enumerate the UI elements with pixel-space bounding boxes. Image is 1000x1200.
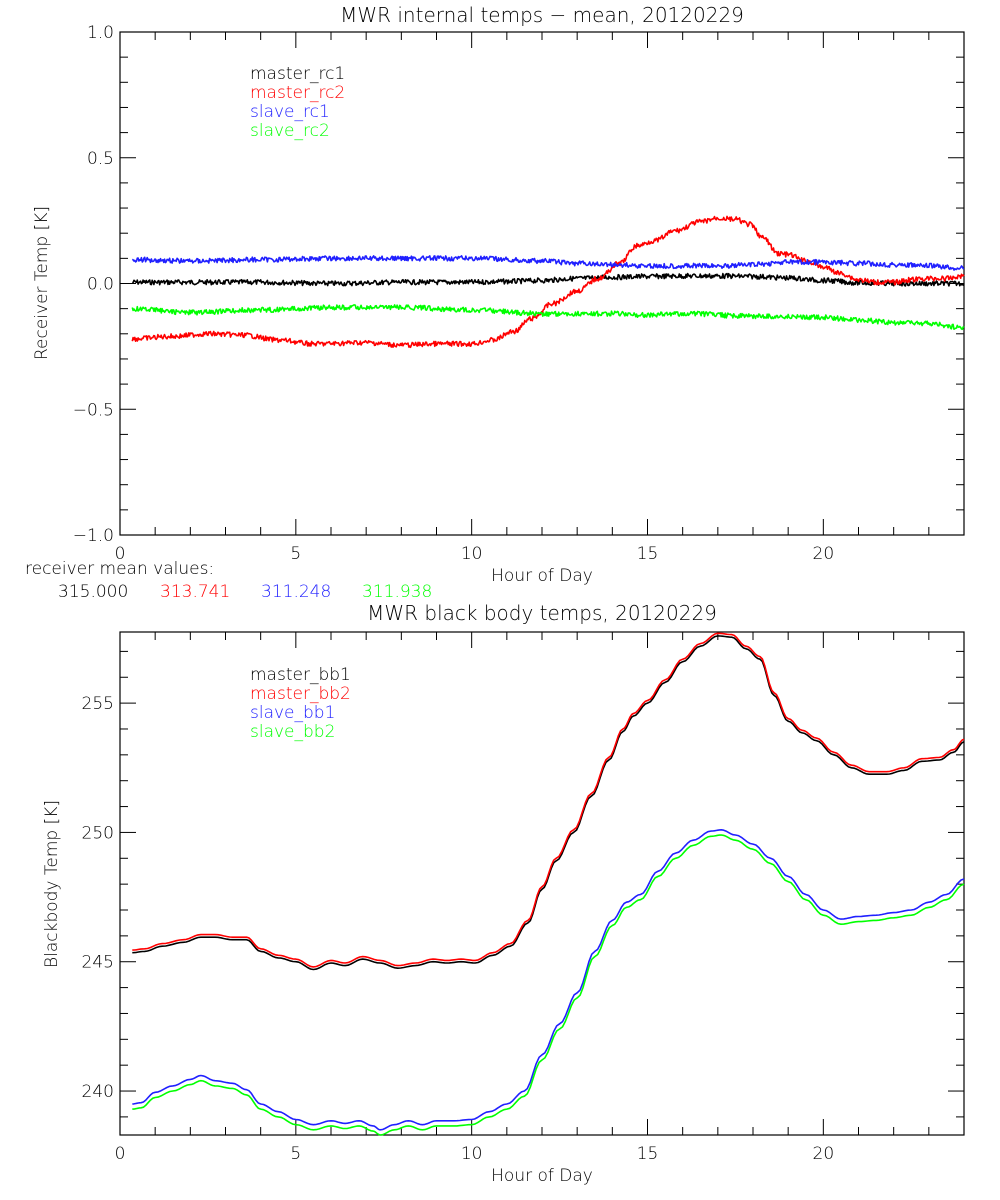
series-line-master-bb2 xyxy=(132,632,965,968)
x-axis: 0 5 10 15 20 xyxy=(115,32,965,564)
legend-entry-slave-bb1: slave_bb1 xyxy=(250,703,335,723)
x-tick-label: 5 xyxy=(290,1144,301,1164)
x-tick-label: 5 xyxy=(290,544,301,564)
series-line-slave-bb1 xyxy=(132,828,965,1131)
y-tick-label: 240 xyxy=(82,1082,114,1102)
legend-entry-master-rc1: master_rc1 xyxy=(250,64,345,84)
legend-entry-master-rc2: master_rc2 xyxy=(250,83,345,103)
y-tick-label: 245 xyxy=(82,953,114,973)
legend-entry-slave-rc1: slave_rc1 xyxy=(250,102,330,122)
series-line-master-rc2 xyxy=(131,215,965,349)
x-axis-label: Hour of Day xyxy=(491,566,593,586)
series-line-master-bb1 xyxy=(132,635,965,971)
legend-entry-master-bb2: master_bb2 xyxy=(250,684,351,704)
y-axis-label: Blackbody Temp [K] xyxy=(42,800,62,968)
y-axis: −1.0 −0.5 0.0 0.5 1.0 xyxy=(73,23,964,546)
x-axis: 0 5 10 15 20 xyxy=(115,632,965,1164)
internal-temps-chart: MWR internal temps − mean, 20120229 0 5 10… xyxy=(25,3,965,602)
legend-entry-master-bb1: master_bb1 xyxy=(250,665,351,685)
plot-frame xyxy=(119,31,965,536)
y-tick-label: 255 xyxy=(82,694,114,714)
series-group xyxy=(132,632,965,1136)
chart-title: MWR black body temps, 20120229 xyxy=(367,601,717,625)
mean-values: 315.000 313.741 311.248 311.938 xyxy=(58,582,432,602)
chart-title: MWR internal temps − mean, 20120229 xyxy=(340,3,744,27)
x-tick-label: 10 xyxy=(461,544,483,564)
y-tick-label: 1.0 xyxy=(87,23,114,43)
legend-entry-slave-rc2: slave_rc2 xyxy=(250,121,330,141)
mean-value: 313.741 xyxy=(160,582,230,602)
x-tick-label: 0 xyxy=(115,1144,126,1164)
x-tick-label: 0 xyxy=(115,544,126,564)
x-tick-label: 15 xyxy=(637,544,659,564)
x-tick-label: 10 xyxy=(461,1144,483,1164)
blackbody-temps-chart: MWR black body temps, 20120229 0 5 10 15 20 … xyxy=(42,601,965,1186)
y-tick-label: −1.0 xyxy=(73,526,114,546)
series-group xyxy=(131,215,965,349)
y-tick-label: 0.0 xyxy=(87,275,114,295)
series-line-slave-rc2 xyxy=(131,304,965,331)
mean-value: 311.248 xyxy=(261,582,331,602)
x-tick-label: 20 xyxy=(813,1144,835,1164)
y-tick-label: 0.5 xyxy=(87,149,114,169)
y-axis: 240 245 250 255 xyxy=(82,650,964,1118)
series-line-master-rc1 xyxy=(132,272,965,287)
y-tick-label: 250 xyxy=(82,823,114,843)
series-line-slave-bb2 xyxy=(132,834,965,1136)
series-line-slave-rc1 xyxy=(131,255,965,271)
mean-value: 315.000 xyxy=(58,582,128,602)
x-axis-label: Hour of Day xyxy=(491,1166,593,1186)
legend-entry-slave-bb2: slave_bb2 xyxy=(250,722,335,742)
mean-value: 311.938 xyxy=(362,582,432,602)
y-tick-label: −0.5 xyxy=(73,400,114,420)
x-tick-label: 15 xyxy=(637,1144,659,1164)
y-axis-label: Receiver Temp [K] xyxy=(32,206,52,360)
x-tick-label: 20 xyxy=(813,544,835,564)
mean-values-label: receiver mean values: xyxy=(25,559,214,579)
